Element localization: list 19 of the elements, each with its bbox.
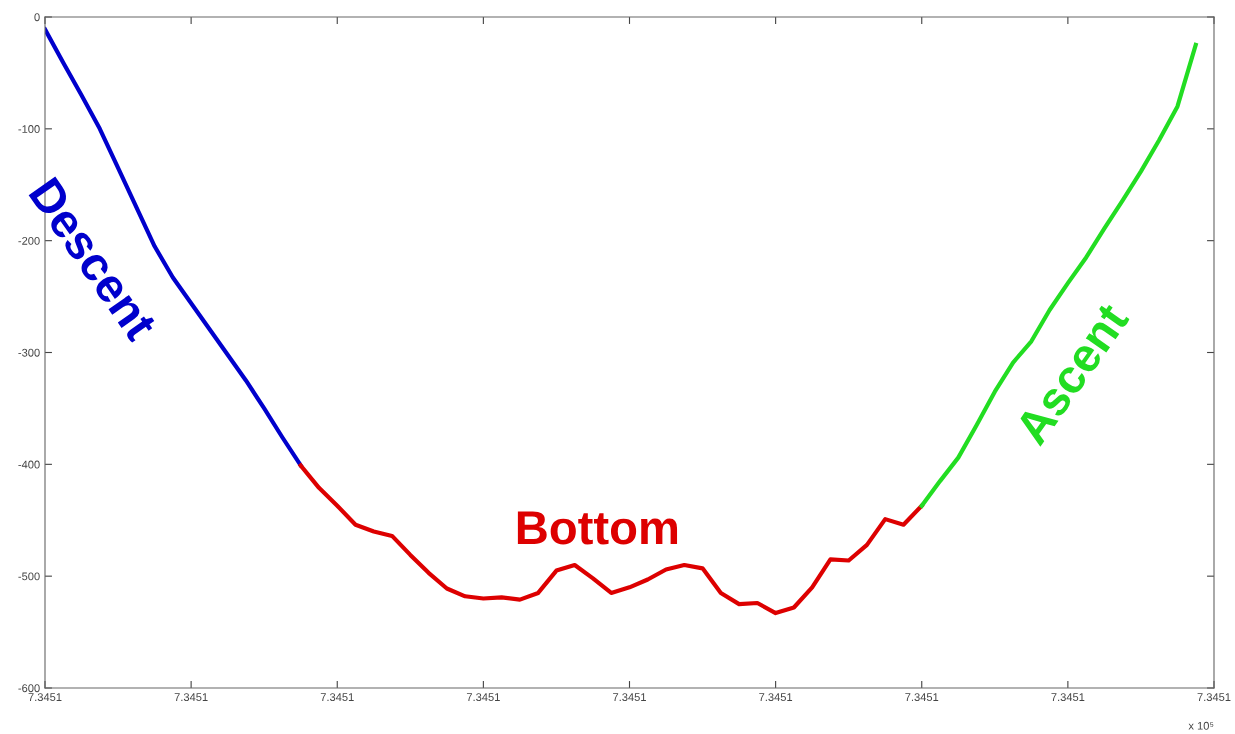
x-tick-label: 7.3451 xyxy=(613,693,646,702)
y-tick-label: -600 xyxy=(18,684,40,693)
y-tick-label: -300 xyxy=(18,348,40,357)
y-tick-label: 0 xyxy=(34,13,40,22)
x-tick-label: 7.3451 xyxy=(466,693,500,702)
line-series xyxy=(298,463,924,616)
line-series xyxy=(919,42,1198,508)
x-tick-label: 7.3451 xyxy=(320,693,354,702)
x-tick-label: 7.3451 xyxy=(174,693,208,702)
series-label: Bottom xyxy=(517,511,678,545)
x-tick-label: 7.3451 xyxy=(28,693,62,702)
x-tick-label: 7.3451 xyxy=(905,693,939,702)
text: x 10⁵ xyxy=(1188,721,1214,730)
y-tick-label: -400 xyxy=(18,460,40,469)
x-tick-label: 7.3451 xyxy=(759,693,793,702)
y-tick-label: -500 xyxy=(18,572,40,581)
x-tick-label: 7.3451 xyxy=(1197,693,1231,702)
x-tick-label: 7.3451 xyxy=(1051,693,1085,702)
y-tick-label: -100 xyxy=(18,125,40,133)
